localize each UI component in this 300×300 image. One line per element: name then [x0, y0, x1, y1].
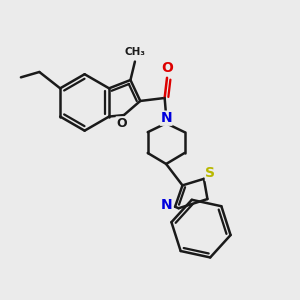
- Text: O: O: [161, 61, 173, 75]
- Text: CH₃: CH₃: [124, 47, 146, 57]
- Text: N: N: [161, 198, 172, 212]
- Text: S: S: [206, 167, 215, 181]
- Text: N: N: [160, 111, 172, 125]
- Text: O: O: [116, 117, 127, 130]
